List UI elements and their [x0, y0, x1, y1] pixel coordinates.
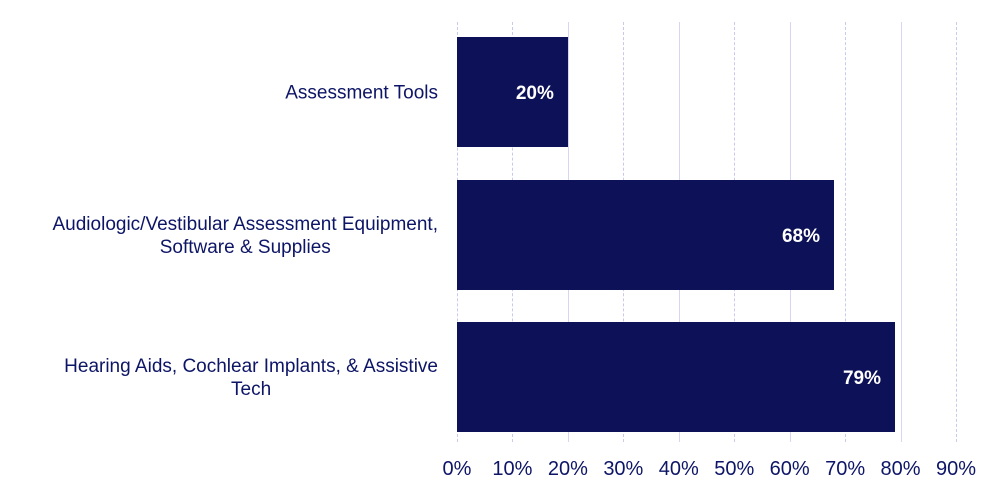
x-tick-label: 10% [492, 458, 533, 480]
bar-value-label: 20% [515, 83, 554, 104]
x-tick-label: 50% [714, 458, 755, 480]
x-tick-label: 0% [442, 458, 472, 480]
bar [457, 37, 568, 147]
x-tick-label: 40% [658, 458, 699, 480]
x-tick-label: 30% [603, 458, 644, 480]
bar-value-label: 68% [781, 226, 821, 247]
category-label: Audiologic/Vestibular Assessment Equipme… [52, 214, 439, 258]
x-tick-label: 70% [825, 458, 866, 480]
bar [457, 322, 895, 432]
x-tick-label: 20% [547, 458, 588, 480]
x-tick-label: 80% [880, 458, 921, 480]
category-label: Assessment Tools [285, 82, 438, 104]
gridline [900, 22, 902, 442]
bar-value-label: 79% [842, 368, 881, 389]
gridline [956, 22, 957, 442]
x-tick-label: 60% [769, 458, 810, 480]
bar [457, 180, 835, 290]
category-label: Hearing Aids, Cochlear Implants, & Assis… [64, 356, 438, 400]
gridline [845, 22, 847, 442]
x-tick-label: 90% [935, 458, 977, 480]
